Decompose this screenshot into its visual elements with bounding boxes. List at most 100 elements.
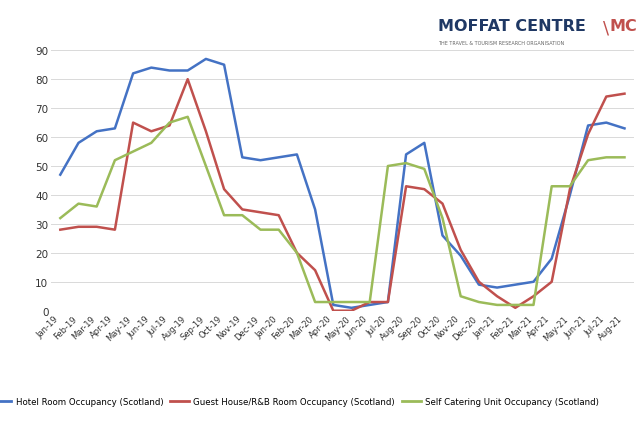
Hotel Room Occupancy (Scotland) [530, 279, 538, 285]
Hotel Room Occupancy (Scotland) [403, 153, 410, 158]
Self Catering Unit Occupancy (Scotland) [530, 302, 538, 308]
Guest House/R&B Room Occupancy (Scotland) [457, 248, 465, 253]
Hotel Room Occupancy (Scotland) [602, 121, 610, 126]
Guest House/R&B Room Occupancy (Scotland) [566, 187, 573, 192]
Hotel Room Occupancy (Scotland) [111, 127, 119, 132]
Self Catering Unit Occupancy (Scotland) [403, 161, 410, 166]
Line: Self Catering Unit Occupancy (Scotland): Self Catering Unit Occupancy (Scotland) [60, 118, 625, 305]
Guest House/R&B Room Occupancy (Scotland) [475, 279, 483, 285]
Self Catering Unit Occupancy (Scotland) [220, 213, 228, 218]
Self Catering Unit Occupancy (Scotland) [584, 158, 592, 164]
Self Catering Unit Occupancy (Scotland) [239, 213, 246, 218]
Self Catering Unit Occupancy (Scotland) [438, 216, 446, 221]
Self Catering Unit Occupancy (Scotland) [384, 164, 392, 169]
Hotel Room Occupancy (Scotland) [511, 282, 519, 288]
Self Catering Unit Occupancy (Scotland) [457, 294, 465, 299]
Text: MC: MC [609, 19, 637, 34]
Hotel Room Occupancy (Scotland) [147, 66, 155, 71]
Guest House/R&B Room Occupancy (Scotland) [621, 92, 628, 97]
Guest House/R&B Room Occupancy (Scotland) [75, 225, 83, 230]
Guest House/R&B Room Occupancy (Scotland) [239, 207, 246, 213]
Text: THE TRAVEL & TOURISM RESEARCH ORGANISATION: THE TRAVEL & TOURISM RESEARCH ORGANISATI… [438, 40, 564, 46]
Guest House/R&B Room Occupancy (Scotland) [420, 187, 428, 192]
Hotel Room Occupancy (Scotland) [330, 302, 337, 308]
Guest House/R&B Room Occupancy (Scotland) [311, 268, 319, 273]
Self Catering Unit Occupancy (Scotland) [129, 150, 137, 155]
Guest House/R&B Room Occupancy (Scotland) [438, 201, 446, 207]
Guest House/R&B Room Occupancy (Scotland) [366, 300, 374, 305]
Self Catering Unit Occupancy (Scotland) [475, 300, 483, 305]
Self Catering Unit Occupancy (Scotland) [621, 155, 628, 161]
Guest House/R&B Room Occupancy (Scotland) [257, 210, 264, 216]
Guest House/R&B Room Occupancy (Scotland) [56, 227, 64, 233]
Self Catering Unit Occupancy (Scotland) [330, 300, 337, 305]
Guest House/R&B Room Occupancy (Scotland) [493, 294, 501, 299]
Hotel Room Occupancy (Scotland) [475, 282, 483, 288]
Guest House/R&B Room Occupancy (Scotland) [129, 121, 137, 126]
Hotel Room Occupancy (Scotland) [202, 57, 210, 62]
Hotel Room Occupancy (Scotland) [548, 256, 556, 262]
Self Catering Unit Occupancy (Scotland) [420, 167, 428, 172]
Self Catering Unit Occupancy (Scotland) [548, 184, 556, 190]
Self Catering Unit Occupancy (Scotland) [293, 250, 301, 256]
Self Catering Unit Occupancy (Scotland) [166, 121, 173, 126]
Guest House/R&B Room Occupancy (Scotland) [330, 308, 337, 314]
Self Catering Unit Occupancy (Scotland) [111, 158, 119, 164]
Legend: Hotel Room Occupancy (Scotland), Guest House/R&B Room Occupancy (Scotland), Self: Hotel Room Occupancy (Scotland), Guest H… [0, 393, 603, 409]
Hotel Room Occupancy (Scotland) [457, 253, 465, 259]
Self Catering Unit Occupancy (Scotland) [566, 184, 573, 190]
Self Catering Unit Occupancy (Scotland) [348, 300, 355, 305]
Hotel Room Occupancy (Scotland) [220, 63, 228, 68]
Guest House/R&B Room Occupancy (Scotland) [384, 300, 392, 305]
Hotel Room Occupancy (Scotland) [129, 72, 137, 77]
Guest House/R&B Room Occupancy (Scotland) [184, 78, 191, 83]
Hotel Room Occupancy (Scotland) [75, 141, 83, 146]
Hotel Room Occupancy (Scotland) [184, 69, 191, 74]
Guest House/R&B Room Occupancy (Scotland) [548, 279, 556, 285]
Line: Guest House/R&B Room Occupancy (Scotland): Guest House/R&B Room Occupancy (Scotland… [60, 80, 625, 311]
Self Catering Unit Occupancy (Scotland) [75, 201, 83, 207]
Self Catering Unit Occupancy (Scotland) [602, 155, 610, 161]
Self Catering Unit Occupancy (Scotland) [147, 141, 155, 146]
Hotel Room Occupancy (Scotland) [384, 300, 392, 305]
Guest House/R&B Room Occupancy (Scotland) [166, 124, 173, 129]
Hotel Room Occupancy (Scotland) [311, 207, 319, 213]
Hotel Room Occupancy (Scotland) [420, 141, 428, 146]
Guest House/R&B Room Occupancy (Scotland) [293, 250, 301, 256]
Self Catering Unit Occupancy (Scotland) [511, 302, 519, 308]
Hotel Room Occupancy (Scotland) [56, 173, 64, 178]
Guest House/R&B Room Occupancy (Scotland) [93, 225, 100, 230]
Text: $\backslash$: $\backslash$ [602, 19, 610, 37]
Hotel Room Occupancy (Scotland) [257, 158, 264, 164]
Hotel Room Occupancy (Scotland) [566, 193, 573, 198]
Guest House/R&B Room Occupancy (Scotland) [403, 184, 410, 190]
Self Catering Unit Occupancy (Scotland) [184, 115, 191, 120]
Self Catering Unit Occupancy (Scotland) [56, 216, 64, 221]
Hotel Room Occupancy (Scotland) [438, 233, 446, 239]
Guest House/R&B Room Occupancy (Scotland) [348, 308, 355, 314]
Self Catering Unit Occupancy (Scotland) [257, 227, 264, 233]
Self Catering Unit Occupancy (Scotland) [493, 302, 501, 308]
Guest House/R&B Room Occupancy (Scotland) [111, 227, 119, 233]
Hotel Room Occupancy (Scotland) [366, 302, 374, 308]
Guest House/R&B Room Occupancy (Scotland) [275, 213, 282, 218]
Self Catering Unit Occupancy (Scotland) [93, 204, 100, 210]
Hotel Room Occupancy (Scotland) [239, 155, 246, 161]
Hotel Room Occupancy (Scotland) [584, 124, 592, 129]
Self Catering Unit Occupancy (Scotland) [366, 300, 374, 305]
Guest House/R&B Room Occupancy (Scotland) [602, 95, 610, 100]
Hotel Room Occupancy (Scotland) [166, 69, 173, 74]
Line: Hotel Room Occupancy (Scotland): Hotel Room Occupancy (Scotland) [60, 60, 625, 308]
Hotel Room Occupancy (Scotland) [275, 155, 282, 161]
Hotel Room Occupancy (Scotland) [93, 130, 100, 135]
Guest House/R&B Room Occupancy (Scotland) [530, 294, 538, 299]
Guest House/R&B Room Occupancy (Scotland) [511, 305, 519, 311]
Hotel Room Occupancy (Scotland) [293, 153, 301, 158]
Hotel Room Occupancy (Scotland) [493, 285, 501, 291]
Self Catering Unit Occupancy (Scotland) [202, 164, 210, 169]
Self Catering Unit Occupancy (Scotland) [275, 227, 282, 233]
Guest House/R&B Room Occupancy (Scotland) [147, 130, 155, 135]
Guest House/R&B Room Occupancy (Scotland) [220, 187, 228, 192]
Guest House/R&B Room Occupancy (Scotland) [202, 130, 210, 135]
Self Catering Unit Occupancy (Scotland) [311, 300, 319, 305]
